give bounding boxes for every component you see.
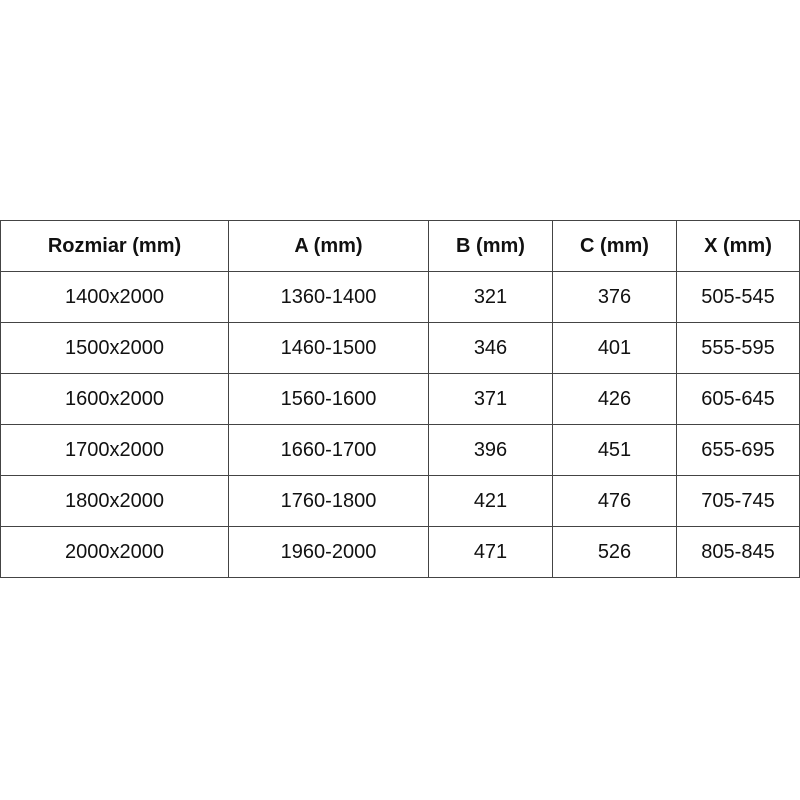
table-cell: 605-645 [676,373,800,425]
table-cell: 1700x2000 [0,424,229,476]
table-cell: 555-595 [676,322,800,374]
table-cell: 526 [552,526,677,578]
table-cell: 476 [552,475,677,527]
table-cell: 505-545 [676,271,800,323]
table-row: 1400x2000 1360-1400 321 376 505-545 [0,271,800,323]
column-header: Rozmiar (mm) [0,220,229,272]
table-cell: 471 [428,526,553,578]
column-header: B (mm) [428,220,553,272]
table-cell: 655-695 [676,424,800,476]
table-cell: 1400x2000 [0,271,229,323]
table-cell: 1560-1600 [228,373,429,425]
table-cell: 805-845 [676,526,800,578]
table-row: 1800x2000 1760-1800 421 476 705-745 [0,475,800,527]
table-cell: 421 [428,475,553,527]
table-cell: 1800x2000 [0,475,229,527]
table-row: 1600x2000 1560-1600 371 426 605-645 [0,373,800,425]
table-row: 2000x2000 1960-2000 471 526 805-845 [0,526,800,578]
table-cell: 2000x2000 [0,526,229,578]
table-cell: 1500x2000 [0,322,229,374]
table-cell: 1460-1500 [228,322,429,374]
table-row: 1500x2000 1460-1500 346 401 555-595 [0,322,800,374]
table-row: 1700x2000 1660-1700 396 451 655-695 [0,424,800,476]
header-row: Rozmiar (mm) A (mm) B (mm) C (mm) X (mm) [0,220,800,272]
table-cell: 346 [428,322,553,374]
dimensions-table: Rozmiar (mm) A (mm) B (mm) C (mm) X (mm) 140… [0,220,800,578]
column-header: A (mm) [228,220,429,272]
table-cell: 1660-1700 [228,424,429,476]
column-header: C (mm) [552,220,677,272]
table-cell: 396 [428,424,553,476]
table-cell: 401 [552,322,677,374]
table-cell: 321 [428,271,553,323]
table-cell: 426 [552,373,677,425]
column-header: X (mm) [676,220,800,272]
table-cell: 1600x2000 [0,373,229,425]
table-cell: 1960-2000 [228,526,429,578]
table-cell: 371 [428,373,553,425]
table-cell: 1760-1800 [228,475,429,527]
table-cell: 376 [552,271,677,323]
table-cell: 451 [552,424,677,476]
table-cell: 1360-1400 [228,271,429,323]
table-cell: 705-745 [676,475,800,527]
